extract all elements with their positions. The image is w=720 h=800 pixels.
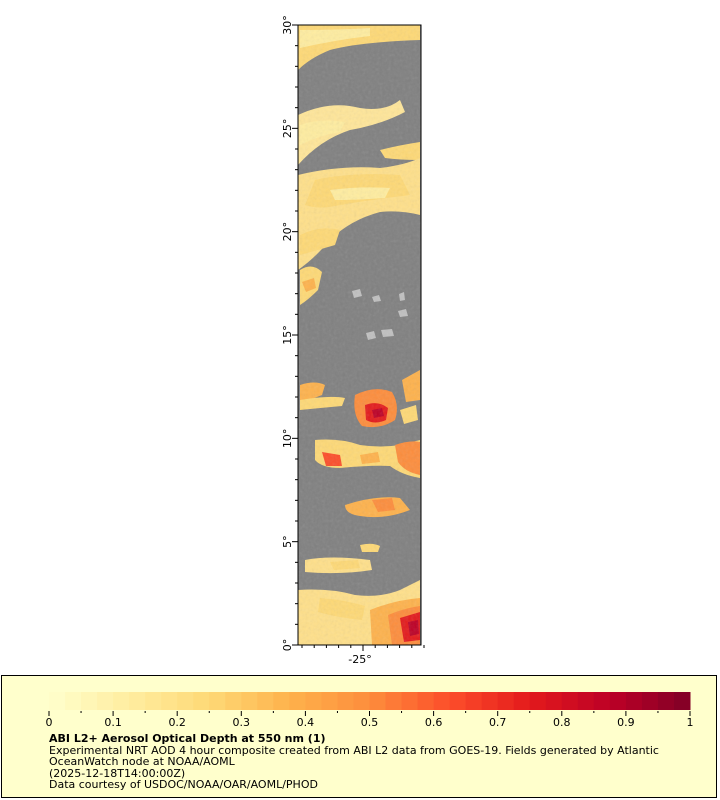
colorbar-tick-label: 0.6	[425, 716, 443, 729]
lat-tick-label: 30°	[281, 15, 294, 35]
colorbar-swatch	[209, 692, 226, 710]
colorbar-tick-label: 0.2	[168, 716, 186, 729]
colorbar-tick-label: 0.3	[233, 716, 251, 729]
colorbar-swatch	[449, 692, 467, 710]
colorbar-swatch	[161, 692, 178, 710]
lat-tick-label: 15°	[281, 325, 294, 345]
colorbar-swatch	[305, 692, 322, 710]
colorbar-tick-label: 0.1	[104, 716, 122, 729]
colorbar-tick-label: 0	[46, 716, 53, 729]
lat-tick-label: 5°	[281, 535, 294, 548]
colorbar-swatch	[529, 692, 547, 710]
lat-tick-label: 25°	[281, 119, 294, 139]
caption: ABI L2+ Aerosol Optical Depth at 550 nm …	[49, 733, 689, 791]
colorbar-swatch	[289, 692, 306, 710]
caption-line-2: OceanWatch node at NOAA/AOML	[49, 755, 235, 768]
product-title: ABI L2+ Aerosol Optical Depth at 550 nm …	[49, 732, 326, 745]
colorbar-swatch	[625, 692, 643, 710]
colorbar-swatch	[97, 692, 114, 710]
colorbar-swatch	[673, 692, 691, 710]
colorbar-tick-label: 0.7	[489, 716, 507, 729]
colorbar-swatch	[497, 692, 515, 710]
colorbar-swatch	[241, 692, 258, 710]
colorbar-swatch	[513, 692, 531, 710]
colorbar-swatch	[577, 692, 595, 710]
colorbar-swatch	[561, 692, 579, 710]
colorbar-swatch	[113, 692, 130, 710]
colorbar-swatch	[417, 692, 435, 710]
lat-tick-label: 10°	[281, 429, 294, 449]
colorbar-swatch	[193, 692, 210, 710]
colorbar-tick-label: 0.9	[617, 716, 635, 729]
lat-tick-label: 0°	[281, 639, 294, 652]
colorbar-swatch	[337, 692, 354, 710]
colorbar-swatch	[177, 692, 194, 710]
colorbar-swatch	[81, 692, 98, 710]
lat-tick-label: 20°	[281, 222, 294, 242]
colorbar-swatch	[385, 692, 403, 710]
colorbar-ticks: 0 0.1 0.2 0.3 0.4 0.5 0.6 0.7 0.8 0.9 1	[46, 711, 694, 729]
longitude-axis: -25°	[301, 645, 425, 666]
colorbar-swatch	[657, 692, 675, 710]
colorbar-tick-label: 0.8	[553, 716, 571, 729]
colorbar-swatch	[593, 692, 611, 710]
colorbar-swatch	[321, 692, 338, 710]
colorbar-swatch	[225, 692, 242, 710]
colorbar-swatch	[65, 692, 82, 710]
colorbar-swatch	[369, 692, 387, 710]
colorbar-tick-label: 0.5	[361, 716, 379, 729]
colorbar-tick-label: 1	[687, 716, 694, 729]
colorbar-swatch	[129, 692, 146, 710]
legend-panel: 0 0.1 0.2 0.3 0.4 0.5 0.6 0.7 0.8 0.9 1 ABI L2+ Ae…	[1, 675, 717, 798]
colorbar-swatch	[545, 692, 563, 710]
colorbar-swatch	[49, 692, 66, 710]
colorbar-swatch	[433, 692, 451, 710]
colorbar-swatch	[401, 692, 419, 710]
colorbar-swatch	[641, 692, 659, 710]
aod-map: 0° 5° 10° 15° 20° 25° 30° -25°	[281, 15, 425, 666]
latitude-axis: 0° 5° 10° 15° 20° 25° 30°	[281, 15, 298, 651]
lon-tick-label: -25°	[348, 653, 371, 666]
colorbar: 0 0.1 0.2 0.3 0.4 0.5 0.6 0.7 0.8 0.9 1	[46, 692, 694, 729]
caption-line-1: Experimental NRT AOD 4 hour composite cr…	[49, 743, 659, 757]
colorbar-swatches	[49, 692, 691, 710]
colorbar-swatch	[257, 692, 274, 710]
colorbar-swatch	[481, 692, 499, 710]
colorbar-swatch	[145, 692, 162, 710]
caption-timestamp: (2025-12-18T14:00:00Z)	[49, 766, 186, 780]
colorbar-swatch	[609, 692, 627, 710]
colorbar-swatch	[465, 692, 483, 710]
caption-credit: Data courtesy of USDOC/NOAA/OAR/AOML/PHO…	[49, 778, 318, 791]
colorbar-swatch	[353, 692, 370, 710]
colorbar-swatch	[273, 692, 290, 710]
colorbar-tick-label: 0.4	[297, 716, 315, 729]
aod-field	[298, 25, 421, 645]
